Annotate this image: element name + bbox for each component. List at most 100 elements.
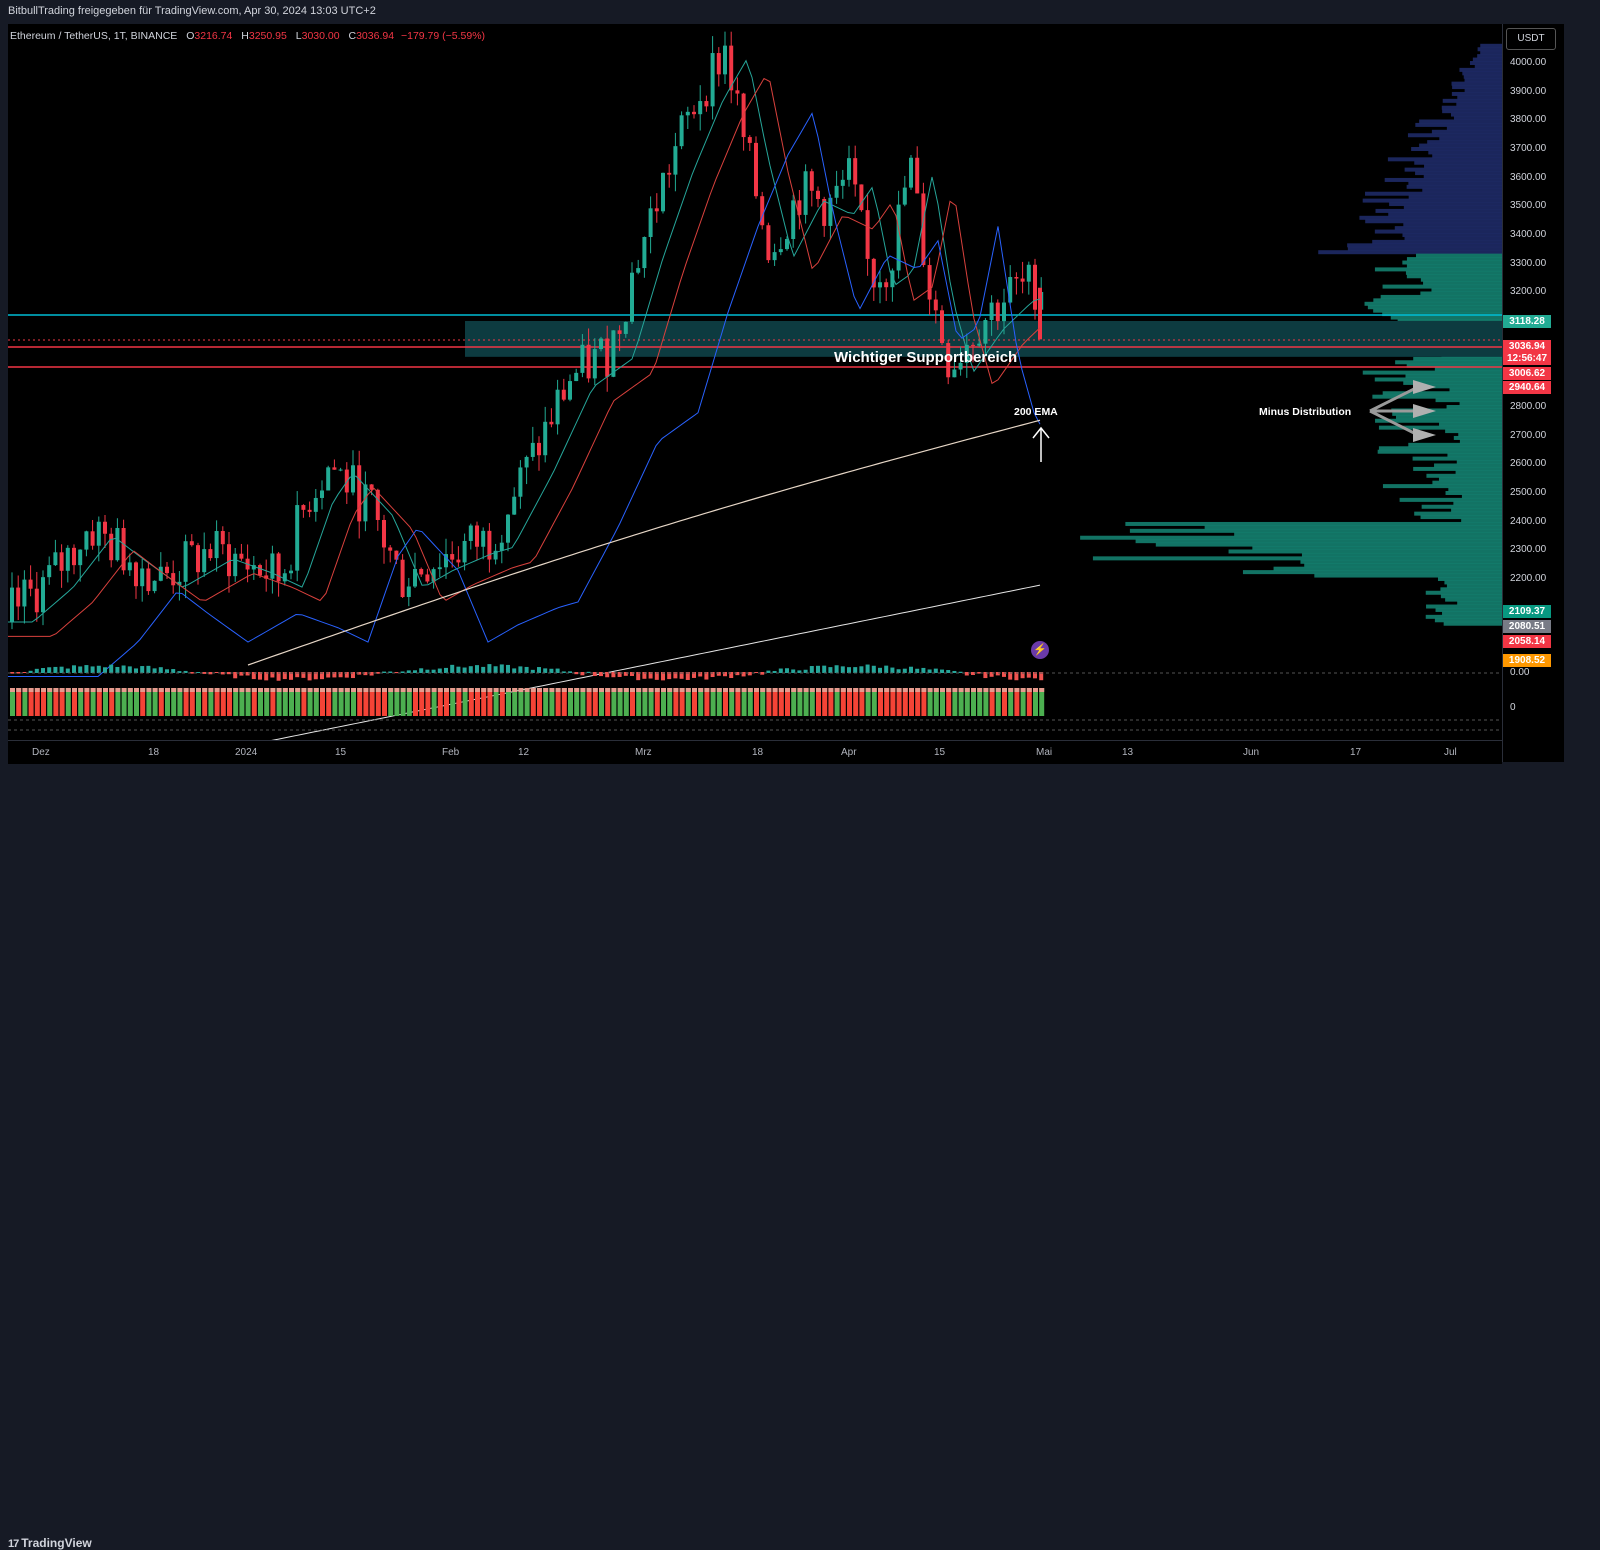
macd-bar: [797, 670, 802, 673]
volume-top: [803, 688, 809, 692]
volume-top: [915, 688, 921, 692]
volume-profile-bar: [1380, 294, 1502, 299]
candle-body: [499, 542, 504, 551]
candle-body: [41, 577, 45, 613]
volume-bar: [543, 688, 549, 716]
volume-bar: [413, 688, 418, 716]
macd-bar: [96, 665, 101, 673]
volume-top: [754, 688, 759, 692]
candle-body: [351, 465, 355, 493]
candle-body: [964, 344, 969, 363]
volume-bar: [72, 688, 77, 716]
macd-bar: [964, 672, 969, 676]
volume-top: [778, 688, 784, 692]
tradingview-logo[interactable]: 17 TradingView: [8, 1536, 92, 1550]
chart-area[interactable]: [8, 24, 1502, 762]
macd-bar: [214, 672, 219, 674]
macd-bar: [78, 666, 83, 673]
macd-bar: [28, 670, 33, 673]
volume-profile-bar: [1347, 243, 1502, 248]
price-tag: 1908.52: [1503, 654, 1551, 667]
volume-profile-bar: [1242, 570, 1502, 575]
volume-profile-bar: [1347, 246, 1502, 251]
price-tag: 3118.28: [1503, 315, 1551, 328]
volume-top: [208, 688, 214, 692]
price-tick: 4000.00: [1510, 57, 1547, 68]
volume-top: [227, 688, 232, 692]
macd-bar: [301, 672, 306, 678]
volume-top: [22, 688, 28, 692]
candle-body: [109, 533, 114, 561]
candle-body: [983, 320, 988, 344]
volume-profile-bar: [1389, 202, 1502, 207]
volume-profile-bar: [1437, 577, 1502, 581]
macd-bar: [400, 671, 405, 673]
lightning-icon[interactable]: ⚡: [1031, 641, 1049, 659]
volume-bar: [295, 688, 301, 716]
macd-bar: [915, 668, 920, 673]
volume-profile-bar: [1446, 405, 1502, 409]
volume-top: [530, 688, 536, 692]
macd-bar: [859, 666, 864, 673]
macd-bar: [940, 669, 944, 673]
candle-body: [90, 531, 95, 546]
candle-body: [704, 101, 709, 107]
volume-top: [487, 688, 493, 692]
open-label: O: [186, 30, 195, 42]
macd-bar: [382, 671, 386, 673]
volume-bar: [884, 688, 890, 716]
currency-button[interactable]: USDT: [1506, 28, 1556, 50]
volume-profile-bar: [1365, 191, 1502, 196]
volume-bar: [685, 688, 691, 716]
macd-bar: [692, 672, 696, 678]
time-tick: Apr: [841, 747, 857, 758]
open-value: 3216.74: [194, 30, 233, 42]
macd-bar: [778, 668, 783, 673]
volume-top: [958, 688, 964, 692]
macd-bar: [258, 672, 262, 680]
volume-profile-bar: [1373, 308, 1502, 313]
candle-body: [183, 541, 188, 582]
volume-top: [586, 688, 592, 692]
candle-body: [605, 338, 610, 377]
macd-bar: [90, 666, 95, 673]
macd-bar: [109, 664, 114, 673]
volume-profile-bar: [1420, 277, 1502, 282]
volume-bar: [351, 688, 356, 716]
volume-top: [605, 688, 611, 692]
macd-bar: [530, 669, 535, 673]
candle-body: [444, 554, 448, 568]
symbol-name[interactable]: Ethereum / TetherUS, 1T, BINANCE: [10, 30, 178, 42]
candle-body: [673, 146, 678, 175]
volume-bar: [785, 688, 790, 716]
macd-bar: [549, 668, 554, 673]
macd-bar: [10, 672, 14, 674]
volume-bar: [450, 688, 456, 716]
volume-profile-bar: [1425, 614, 1502, 619]
chart-canvas[interactable]: [8, 24, 1502, 762]
macd-bar: [518, 666, 523, 673]
ma-red: [8, 77, 1041, 637]
volume-top: [233, 688, 239, 692]
candle-body: [654, 208, 659, 212]
macd-bar: [276, 672, 281, 681]
volume-profile-bar: [1451, 81, 1502, 86]
volume-bar: [611, 688, 617, 716]
ema-200-line: [247, 419, 1041, 666]
macd-bar: [320, 672, 324, 680]
macd-bar: [512, 668, 517, 673]
time-tick: Mai: [1036, 747, 1053, 758]
macd-bar: [344, 672, 349, 678]
volume-profile-bar: [1382, 391, 1502, 396]
volume-profile-bar: [1395, 360, 1502, 365]
candle-body: [127, 562, 132, 571]
macd-bar: [747, 672, 752, 676]
volume-bar: [580, 688, 586, 716]
volume-bar: [59, 688, 65, 716]
volume-bar: [871, 688, 877, 716]
minus-distribution-label: Minus Distribution: [1259, 406, 1352, 418]
price-tick: 2400.00: [1510, 515, 1547, 527]
candle-body: [902, 187, 907, 205]
time-axis[interactable]: [8, 740, 1502, 765]
volume-top: [65, 688, 71, 692]
